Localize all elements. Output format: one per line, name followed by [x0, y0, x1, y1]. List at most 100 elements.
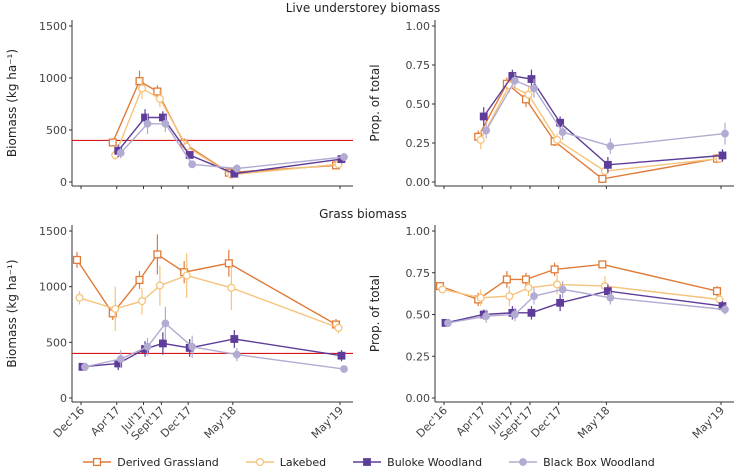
x-tick-label: May'19: [309, 404, 346, 441]
series-derived-grassland: [72, 234, 341, 331]
data-point: [527, 308, 536, 317]
y-tick-label: 0.25: [406, 137, 431, 150]
data-point: [108, 138, 117, 147]
data-point: [603, 160, 612, 169]
x-tick-label: May'18: [575, 404, 612, 441]
data-point: [143, 119, 152, 128]
data-point: [715, 295, 724, 304]
legend-label: Buloke Woodland: [387, 455, 483, 469]
data-point: [153, 87, 162, 96]
data-point: [230, 335, 239, 343]
data-point: [137, 297, 147, 306]
legend-key: [245, 457, 274, 467]
data-point: [606, 293, 615, 302]
legend-marker: [255, 457, 264, 467]
series-line: [483, 75, 723, 166]
data-point: [153, 250, 162, 259]
x-tick-label: Dec'17: [528, 404, 564, 440]
data-point: [81, 362, 89, 371]
series-line: [79, 274, 339, 329]
series-black-box-woodland: [482, 72, 729, 154]
data-point: [530, 84, 538, 93]
series-line: [114, 87, 339, 176]
legend-key: [353, 458, 382, 466]
data-point: [556, 298, 565, 307]
data-point: [505, 292, 514, 301]
series-black-box-woodland: [444, 281, 729, 327]
y-tick-label: 0.00: [406, 392, 431, 405]
data-point: [721, 305, 729, 314]
data-point: [161, 119, 170, 128]
row-title-grass: Grass biomass: [319, 207, 407, 221]
data-point: [75, 293, 84, 302]
data-point: [224, 259, 233, 268]
data-point: [530, 292, 538, 301]
data-point: [524, 90, 533, 99]
y-tick-label: 0: [60, 392, 67, 405]
y-axis-title: Biomass (kg ha⁻¹): [5, 259, 19, 367]
x-tick-label: Apr'17: [88, 404, 123, 439]
data-point: [72, 255, 82, 264]
legend-key: [83, 457, 112, 467]
data-point: [116, 355, 125, 363]
chart-canvas: Live understorey biomass Grass biomass 0…: [5, 1, 734, 443]
series-black-box-woodland: [81, 306, 348, 373]
data-point: [553, 280, 562, 289]
data-point: [182, 271, 191, 280]
y-tick-label: 1.00: [406, 225, 431, 238]
series-line: [84, 322, 345, 370]
data-point: [598, 174, 607, 183]
y-tick-label: 500: [46, 124, 67, 137]
y-axis-title: Prop. of total: [368, 64, 382, 141]
legend-marker: [519, 458, 528, 466]
data-point: [521, 275, 531, 284]
data-point: [135, 275, 144, 285]
data-point: [188, 160, 197, 169]
data-point: [718, 151, 727, 160]
series-lakebed: [75, 253, 343, 334]
y-tick-label: 0.50: [406, 98, 431, 111]
panel-grass-proportion: 0.00 0.25 0.50 0.75 1.00 Prop. of total Dec'16…: [368, 225, 734, 443]
y-tick-label: 1500: [39, 225, 67, 238]
series-buloke-woodland: [479, 69, 727, 173]
data-point: [188, 342, 197, 351]
data-point: [438, 285, 447, 294]
data-point: [155, 94, 164, 103]
series-line: [477, 82, 718, 180]
series-line: [120, 123, 345, 170]
data-point: [161, 319, 170, 328]
series-line: [485, 79, 726, 147]
row-title-live: Live understorey biomass: [286, 1, 441, 15]
legend-item: Black Box Woodland: [508, 456, 655, 469]
data-point: [558, 128, 567, 136]
legend-label: Lakebed: [279, 455, 327, 469]
legend-key: [509, 458, 538, 466]
panel-grass-biomass: 0 500 1000 1500 Biomass (kg ha⁻¹) Dec'16 Apr'1…: [5, 225, 353, 443]
data-point: [444, 318, 452, 327]
data-point: [527, 75, 536, 83]
y-axis-title: Biomass (kg ha⁻¹): [5, 49, 19, 157]
data-point: [510, 76, 519, 85]
y-tick-label: 0.25: [406, 350, 431, 363]
data-point: [510, 310, 519, 319]
data-point: [111, 304, 120, 313]
series-lakebed: [476, 77, 724, 176]
x-tick-label: May'19: [690, 404, 727, 441]
data-point: [476, 293, 485, 302]
y-tick-label: 1000: [39, 72, 67, 85]
data-point: [116, 148, 125, 157]
data-point: [712, 287, 722, 296]
data-point: [227, 283, 236, 292]
y-tick-label: 1500: [39, 20, 67, 33]
x-tick-label: Apr'17: [454, 404, 489, 439]
y-tick-label: 0.00: [406, 176, 431, 189]
data-point: [137, 84, 147, 93]
data-point: [232, 164, 241, 173]
y-tick-label: 1000: [39, 281, 67, 294]
y-tick-label: 0: [60, 176, 67, 189]
data-point: [155, 281, 164, 290]
data-point: [476, 135, 485, 144]
data-point: [558, 285, 567, 294]
y-tick-label: 0.50: [406, 309, 431, 322]
series-line: [480, 84, 720, 172]
